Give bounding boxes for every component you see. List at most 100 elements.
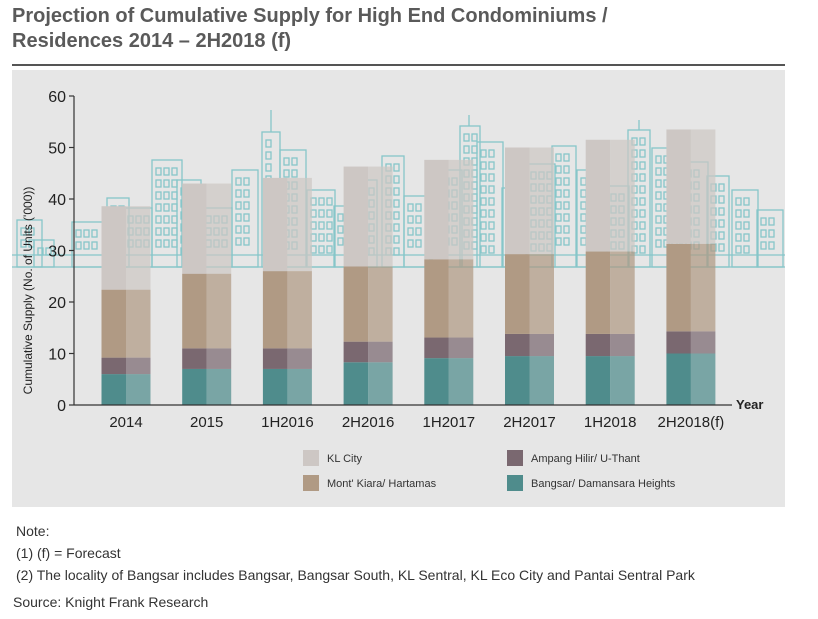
skyline-window xyxy=(563,213,570,222)
skyline-window xyxy=(407,215,414,224)
skyline-window xyxy=(639,173,646,182)
skyline-window xyxy=(91,241,98,250)
skyline-window xyxy=(743,245,750,254)
stacked-bar-chart: 2014 2015 1H2016 2H2016 1H2017 2H2017 1H2018 2H… xyxy=(12,89,785,491)
skyline-window xyxy=(639,233,646,242)
skyline-window xyxy=(563,165,570,174)
skyline-window xyxy=(283,169,290,178)
skyline-window xyxy=(415,215,422,224)
bar-2h2016-mont-kiara-hartamas xyxy=(343,266,369,342)
skyline-window xyxy=(326,209,333,218)
skyline-window xyxy=(639,137,646,146)
skyline-window xyxy=(480,197,487,206)
title-divider xyxy=(12,64,785,66)
bar-2h2017-kl-city-highlight xyxy=(529,147,554,255)
bar-2014-mont-kiara-hartamas-highlight xyxy=(126,289,151,358)
x-tick-label: 2014 xyxy=(109,414,142,431)
skyline-window xyxy=(639,161,646,170)
skyline-window xyxy=(393,175,400,184)
skyline-window xyxy=(655,215,662,224)
skyline-window xyxy=(768,241,775,250)
skyline-window xyxy=(580,225,587,234)
skyline-window xyxy=(735,221,742,230)
skyline-window xyxy=(407,227,414,236)
bar-2h2016-bangsar-damansara-heights-highlight xyxy=(368,362,393,405)
skyline-window xyxy=(488,245,495,254)
skyline-window xyxy=(735,197,742,206)
bar-1h2016-mont-kiara-hartamas-highlight xyxy=(287,271,312,349)
skyline-window xyxy=(407,239,414,248)
bar-2015-ampang-hilir-u-thant xyxy=(182,348,207,369)
legend-label-bangsar-damansara-heights: Bangsar/ Damansara Heights xyxy=(531,478,676,490)
skyline-window xyxy=(235,225,242,234)
bar-2h2016-bangsar-damansara-heights xyxy=(343,362,369,405)
skyline-window xyxy=(75,241,82,250)
skyline-window xyxy=(555,177,562,186)
skyline-window xyxy=(337,237,344,246)
skyline-window xyxy=(480,245,487,254)
legend-label-kl-city: KL City xyxy=(327,453,363,465)
skyline-window xyxy=(243,189,250,198)
y-tick-label: 50 xyxy=(48,141,66,158)
skyline-window xyxy=(163,203,170,212)
skyline-window xyxy=(155,203,162,212)
skyline-window xyxy=(760,217,767,226)
skyline-window xyxy=(163,215,170,224)
bar-1h2018-bangsar-damansara-heights xyxy=(585,356,611,405)
skyline-window xyxy=(83,241,90,250)
source-line: Source: Knight Frank Research xyxy=(13,594,209,610)
bar-2014-bangsar-damansara-heights-highlight xyxy=(126,374,151,405)
skyline-window xyxy=(415,239,422,248)
skyline-window xyxy=(580,237,587,246)
skyline-window xyxy=(580,201,587,210)
skyline-window xyxy=(155,179,162,188)
skyline-window xyxy=(393,199,400,208)
skyline-window xyxy=(407,203,414,212)
y-tick-label: 0 xyxy=(57,398,66,415)
bar-1h2018-mont-kiara-hartamas-highlight xyxy=(610,251,635,334)
skyline-window xyxy=(735,233,742,242)
skyline-window xyxy=(326,197,333,206)
skyline-window xyxy=(265,139,272,148)
skyline-window xyxy=(488,197,495,206)
bar-1h2016-kl-city-highlight xyxy=(287,177,312,272)
skyline-window xyxy=(655,203,662,212)
skyline-window xyxy=(488,149,495,158)
skyline-window xyxy=(291,157,298,166)
skyline-window xyxy=(265,151,272,160)
chart-title-line-2: Residences 2014 – 2H2018 (f) xyxy=(12,30,292,52)
skyline-window xyxy=(163,179,170,188)
skyline-window xyxy=(480,209,487,218)
skyline-window xyxy=(563,189,570,198)
skyline-building xyxy=(33,239,55,268)
bar-2014-kl-city-highlight xyxy=(126,206,151,290)
skyline-window xyxy=(318,233,325,242)
bar-1h2016-ampang-hilir-u-thant xyxy=(262,348,288,369)
skyline-window xyxy=(37,247,44,256)
bar-1h2018-ampang-hilir-u-thant-highlight xyxy=(610,333,635,357)
skyline-window xyxy=(243,225,250,234)
skyline-window xyxy=(155,215,162,224)
skyline-window xyxy=(639,245,646,254)
skyline-window xyxy=(718,207,725,216)
x-tick-label: 1H2016 xyxy=(261,414,314,431)
skyline-window xyxy=(28,227,35,236)
skyline-window xyxy=(91,229,98,238)
skyline-window xyxy=(480,161,487,170)
skyline-window xyxy=(555,201,562,210)
skyline-window xyxy=(760,229,767,238)
bar-1h2018-mont-kiara-hartamas xyxy=(585,251,611,334)
bar-1h2016-ampang-hilir-u-thant-highlight xyxy=(287,348,312,369)
skyline-window xyxy=(639,149,646,158)
skyline-window xyxy=(718,183,725,192)
skyline-window xyxy=(171,191,178,200)
skyline-window xyxy=(480,149,487,158)
notes: Note: (1) (f) = Forecast (2) The localit… xyxy=(16,520,806,586)
skyline-window xyxy=(318,221,325,230)
skyline-window xyxy=(480,233,487,242)
skyline-window xyxy=(480,185,487,194)
skyline-window xyxy=(488,161,495,170)
bar-2h2018-f-kl-city xyxy=(666,129,691,244)
chart-panel: 2014 2015 1H2016 2H2016 1H2017 2H2017 1H2018 2H… xyxy=(12,70,785,507)
bar-2015-mont-kiara-hartamas xyxy=(182,273,207,349)
